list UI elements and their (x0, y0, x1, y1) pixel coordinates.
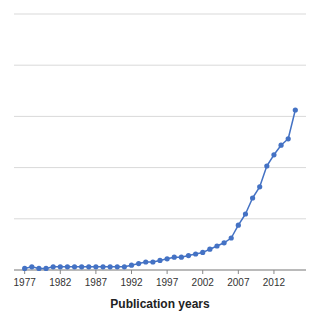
x-tick-label: 2007 (227, 277, 250, 288)
data-point (143, 259, 148, 264)
data-point (122, 264, 127, 269)
data-point (43, 266, 48, 271)
plot-marks (22, 107, 298, 271)
data-point (243, 211, 248, 216)
data-point (286, 136, 291, 141)
data-point (65, 264, 70, 269)
chart-container: 1977 1982 1987 1992 1997 2002 2007 2012 Publicat… (0, 0, 320, 320)
data-point (129, 263, 134, 268)
data-point (172, 255, 177, 260)
x-tick (95, 270, 96, 274)
data-point (22, 266, 27, 271)
data-point (72, 264, 77, 269)
data-point (179, 255, 184, 260)
data-point (214, 243, 219, 248)
x-axis-label: Publication years (110, 297, 210, 311)
data-point (193, 251, 198, 256)
data-point (100, 264, 105, 269)
data-point (271, 152, 276, 157)
data-line (25, 110, 296, 268)
grid-line (14, 218, 306, 219)
x-tick (238, 270, 239, 274)
grid-line (14, 270, 306, 271)
x-tick-label: 2002 (192, 277, 215, 288)
grid-line (14, 14, 306, 15)
data-point (257, 184, 262, 189)
data-point (200, 250, 205, 255)
chart-svg: 1977 1982 1987 1992 1997 2002 2007 2012 Publicat… (0, 0, 320, 320)
x-tick-label: 1987 (85, 277, 108, 288)
data-point (221, 240, 226, 245)
data-point (207, 247, 212, 252)
data-point (51, 264, 56, 269)
data-point (150, 259, 155, 264)
data-point (264, 163, 269, 168)
x-axis-line (14, 270, 306, 271)
x-tick-label: 1977 (14, 277, 37, 288)
data-point (29, 264, 34, 269)
data-point (86, 264, 91, 269)
data-point (136, 261, 141, 266)
data-point (36, 266, 41, 271)
x-tick-label: 1982 (49, 277, 72, 288)
data-point (236, 223, 241, 228)
x-tick (60, 270, 61, 274)
grid-line (14, 167, 306, 168)
data-point (293, 107, 298, 112)
data-point (93, 264, 98, 269)
x-tick-label: 1997 (156, 277, 179, 288)
data-point (115, 264, 120, 269)
x-tick (167, 270, 168, 274)
data-point (186, 253, 191, 258)
data-point (58, 264, 63, 269)
data-point (157, 258, 162, 263)
grid-line (14, 116, 306, 117)
grid-line (14, 65, 306, 66)
x-tick (131, 270, 132, 274)
data-point (278, 143, 283, 148)
data-point (250, 195, 255, 200)
x-tick-label: 2012 (263, 277, 286, 288)
data-point (79, 264, 84, 269)
x-tick (202, 270, 203, 274)
x-tick-label: 1992 (120, 277, 143, 288)
x-tick (273, 270, 274, 274)
data-point (229, 235, 234, 240)
data-point (108, 264, 113, 269)
data-point (165, 256, 170, 261)
